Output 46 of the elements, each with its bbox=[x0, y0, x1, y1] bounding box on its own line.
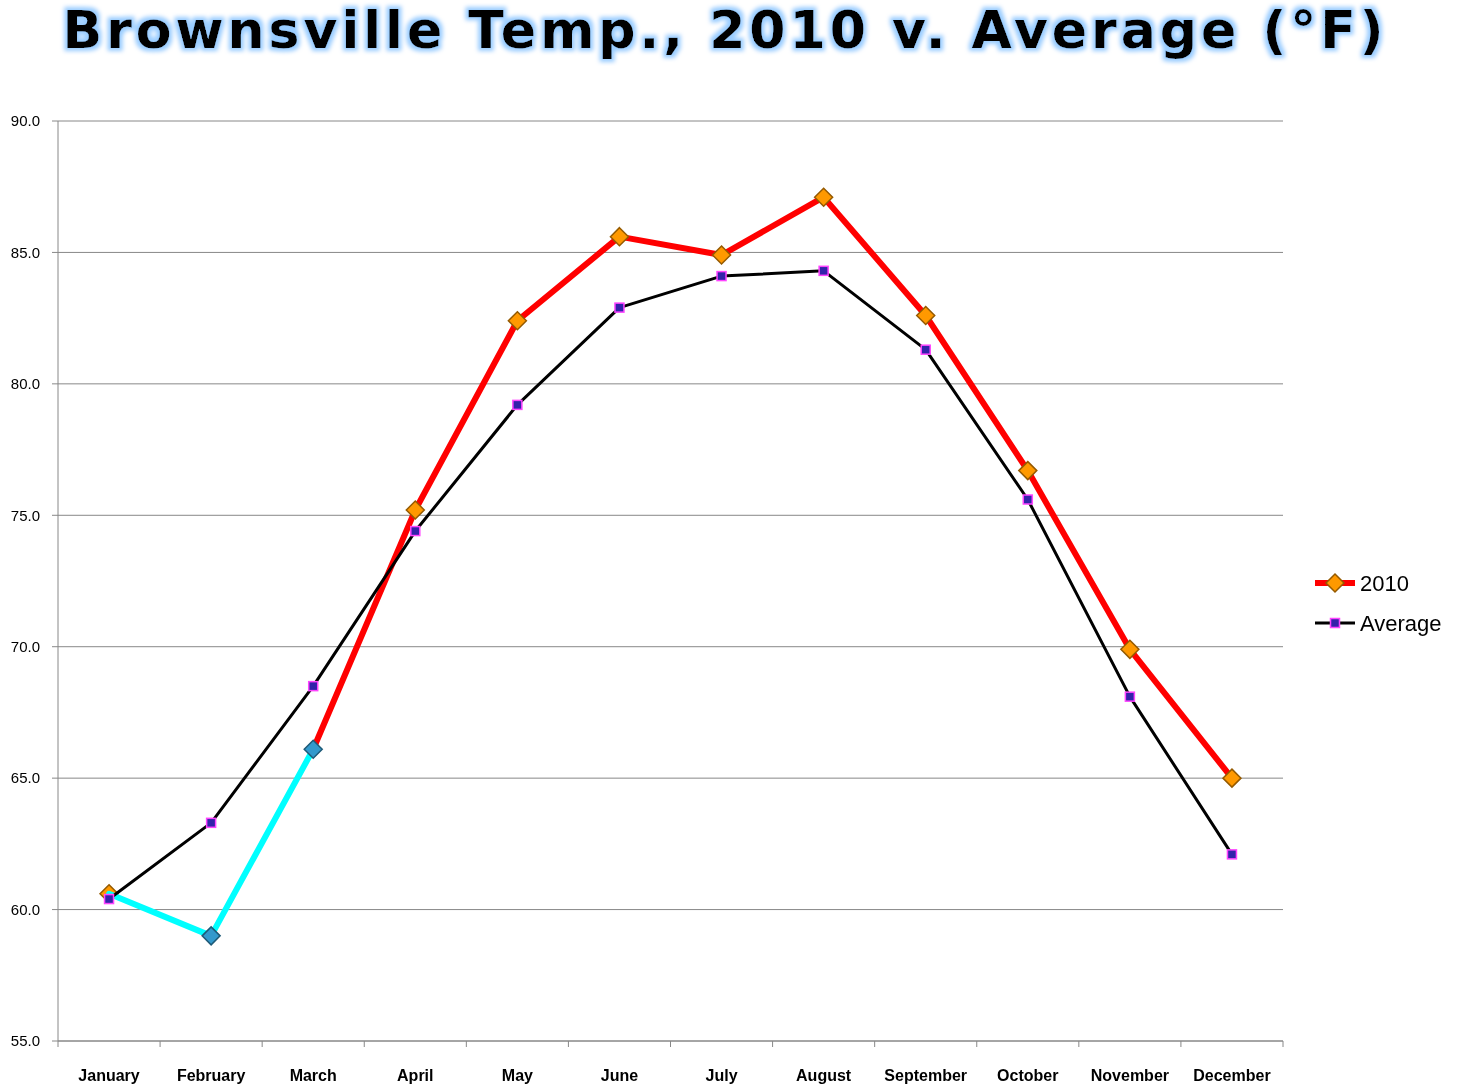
chart-title: Brownsville Temp., 2010 v. Average (°F) bbox=[62, 0, 1388, 60]
legend-label: Average bbox=[1360, 610, 1442, 636]
point bbox=[1022, 494, 1034, 505]
point bbox=[1018, 460, 1038, 481]
point bbox=[614, 302, 625, 313]
point bbox=[410, 525, 421, 537]
y-tick-label: 55.0 bbox=[10, 1032, 40, 1050]
point bbox=[1222, 768, 1242, 788]
point bbox=[920, 344, 931, 355]
x-tick-label: January bbox=[78, 1067, 140, 1084]
legend-label: 2010 bbox=[1360, 570, 1409, 596]
point bbox=[915, 305, 936, 326]
point bbox=[1120, 639, 1140, 660]
x-tick-label: June bbox=[600, 1067, 639, 1084]
point bbox=[716, 270, 727, 282]
point bbox=[201, 926, 221, 946]
x-tick-label: May bbox=[501, 1067, 534, 1084]
y-tick-label: 65.0 bbox=[10, 769, 40, 787]
y-tick-label: 85.0 bbox=[10, 243, 40, 261]
point bbox=[205, 817, 217, 829]
point bbox=[1124, 691, 1136, 702]
x-tick-label: November bbox=[1090, 1067, 1169, 1084]
x-tick-label: August bbox=[796, 1067, 852, 1084]
x-tick-label: October bbox=[997, 1067, 1059, 1084]
point bbox=[609, 226, 630, 247]
y-tick-label: 75.0 bbox=[10, 506, 40, 524]
point bbox=[303, 739, 323, 759]
point bbox=[813, 187, 834, 207]
point bbox=[1226, 849, 1238, 860]
point bbox=[405, 500, 426, 520]
y-tick-label: 80.0 bbox=[10, 375, 40, 393]
x-tick-label: December bbox=[1193, 1067, 1271, 1084]
point bbox=[818, 265, 829, 277]
y-tick-label: 70.0 bbox=[10, 637, 40, 655]
point bbox=[512, 399, 523, 411]
point bbox=[507, 311, 528, 331]
x-tick-label: September bbox=[884, 1067, 968, 1084]
y-tick-label: 90.0 bbox=[10, 112, 40, 130]
point bbox=[307, 680, 319, 692]
x-tick-label: March bbox=[289, 1067, 337, 1084]
x-tick-label: April bbox=[397, 1067, 434, 1084]
point bbox=[103, 893, 115, 905]
point bbox=[711, 245, 732, 265]
x-tick-label: July bbox=[705, 1067, 738, 1084]
x-tick-label: February bbox=[176, 1067, 246, 1084]
y-tick-label: 60.0 bbox=[10, 900, 40, 918]
